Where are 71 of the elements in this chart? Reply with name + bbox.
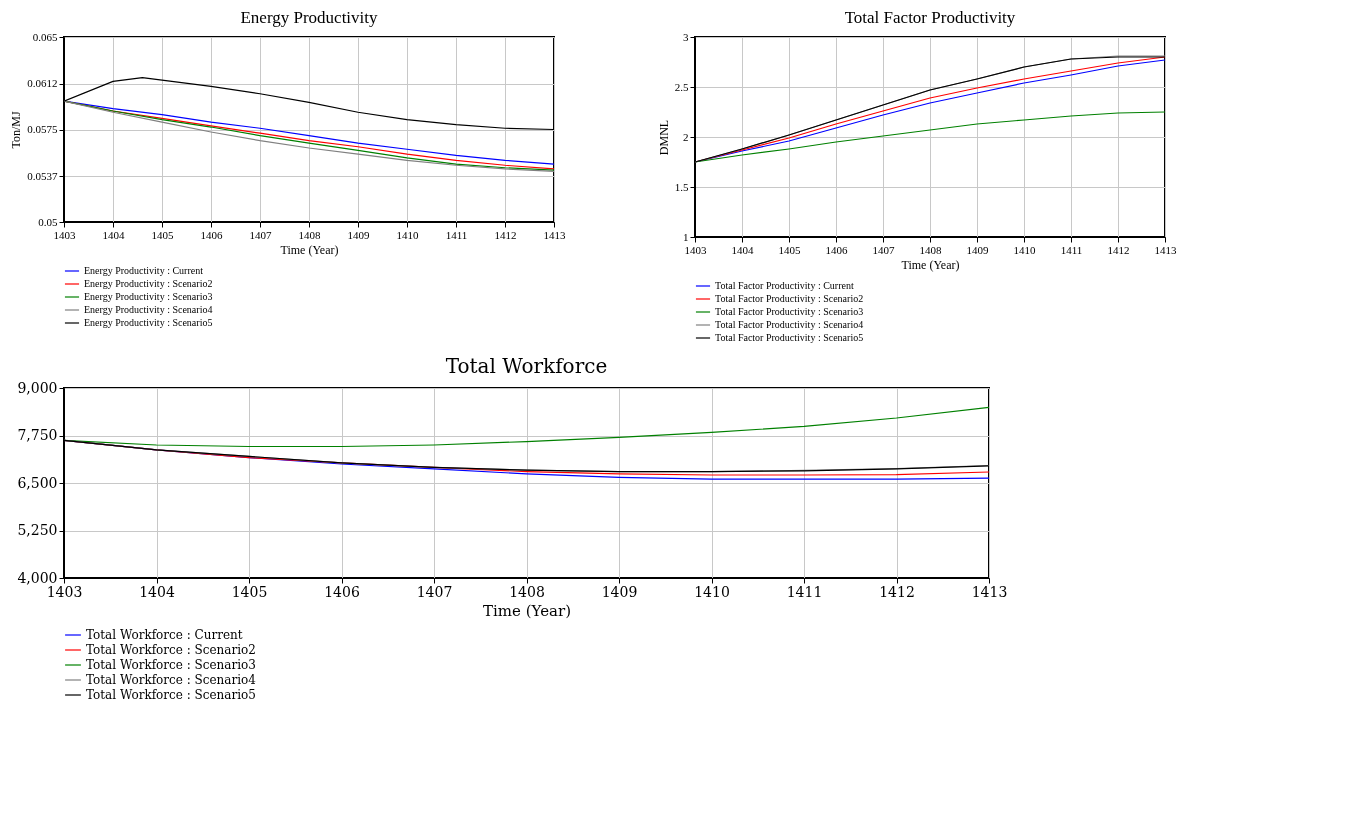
x-axis-title: Time (Year) [483, 601, 571, 620]
y-tick-label: 2 [683, 130, 689, 143]
x-tick-label: 1413 [543, 228, 566, 241]
y-tick-label: 5,250 [17, 522, 58, 538]
x-tick-label: 1413 [971, 583, 1008, 600]
chart-title: Total Workforce [445, 354, 608, 378]
y-tick-label: 0.05 [38, 215, 58, 228]
y-tick-label: 7,750 [17, 427, 58, 443]
y-tick-label: 0.0537 [27, 169, 58, 182]
x-tick-label: 1404 [731, 243, 754, 256]
x-tick-label: 1408 [298, 228, 321, 241]
legend-label: Total Workforce : Scenario5 [86, 688, 256, 702]
x-tick-label: 1413 [1154, 243, 1177, 256]
x-tick-label: 1411 [445, 228, 468, 241]
x-tick-label: 1403 [46, 583, 83, 600]
legend-label: Energy Productivity : Scenario5 [84, 317, 213, 328]
legend-label: Energy Productivity : Current [84, 265, 204, 276]
x-axis-title: Time (Year) [901, 257, 960, 272]
legend-label: Total Workforce : Scenario4 [86, 673, 257, 687]
chart-title: Energy Productivity [240, 8, 379, 27]
x-tick-label: 1411 [786, 583, 823, 600]
x-tick-label: 1412 [494, 228, 517, 241]
x-tick-label: 1412 [879, 583, 915, 600]
x-tick-label: 1404 [102, 228, 125, 241]
legend-label: Total Workforce : Scenario3 [86, 658, 256, 672]
y-axis-title: Ton/MJ [9, 111, 24, 149]
y-tick-label: 1.5 [674, 180, 689, 193]
x-axis-title: Time (Year) [280, 242, 339, 257]
legend-label: Energy Productivity : Scenario2 [84, 278, 213, 289]
x-tick-label: 1407 [872, 243, 895, 256]
legend-label: Energy Productivity : Scenario3 [84, 291, 213, 302]
x-tick-label: 1411 [1060, 243, 1083, 256]
x-tick-label: 1409 [966, 243, 989, 256]
legend-label: Energy Productivity : Scenario4 [84, 304, 213, 315]
x-tick-label: 1409 [601, 583, 638, 600]
legend-label: Total Workforce : Scenario2 [86, 643, 256, 657]
x-tick-label: 1410 [694, 583, 730, 600]
y-tick-label: 6,500 [17, 474, 58, 491]
x-tick-label: 1405 [231, 583, 268, 600]
y-tick-label: 0.0612 [27, 77, 58, 90]
y-tick-label: 1 [683, 230, 689, 243]
x-tick-label: 1407 [249, 228, 272, 241]
x-tick-label: 1406 [324, 583, 360, 600]
x-tick-label: 1412 [1107, 243, 1130, 256]
x-tick-label: 1405 [151, 228, 174, 241]
x-tick-label: 1410 [1013, 243, 1036, 256]
legend-label: Total Factor Productivity : Scenario4 [715, 319, 864, 330]
x-tick-label: 1410 [396, 228, 419, 241]
x-tick-label: 1406 [825, 243, 848, 256]
x-tick-label: 1403 [684, 243, 707, 256]
y-tick-label: 3 [683, 30, 689, 43]
x-tick-label: 1407 [416, 583, 453, 600]
y-axis-title: DMNL [656, 119, 671, 156]
legend-label: Total Factor Productivity : Scenario3 [715, 306, 864, 317]
x-tick-label: 1403 [53, 228, 76, 241]
y-tick-label: 9,000 [17, 379, 58, 396]
y-tick-label: 0.065 [32, 30, 58, 43]
y-tick-label: 4,000 [17, 569, 58, 586]
x-tick-label: 1409 [347, 228, 370, 241]
x-tick-label: 1408 [509, 583, 545, 600]
legend-label: Total Factor Productivity : Current [715, 280, 854, 291]
x-tick-label: 1404 [139, 583, 175, 600]
y-tick-label: 2.5 [674, 80, 689, 93]
chart-title: Total Factor Productivity [844, 8, 1016, 27]
legend-label: Total Workforce : Current [86, 628, 243, 642]
legend-label: Total Factor Productivity : Scenario5 [715, 332, 864, 343]
x-tick-label: 1405 [778, 243, 801, 256]
y-tick-label: 0.0575 [27, 123, 58, 135]
x-tick-label: 1408 [919, 243, 942, 256]
x-tick-label: 1406 [200, 228, 223, 241]
legend-label: Total Factor Productivity : Scenario2 [715, 293, 864, 304]
